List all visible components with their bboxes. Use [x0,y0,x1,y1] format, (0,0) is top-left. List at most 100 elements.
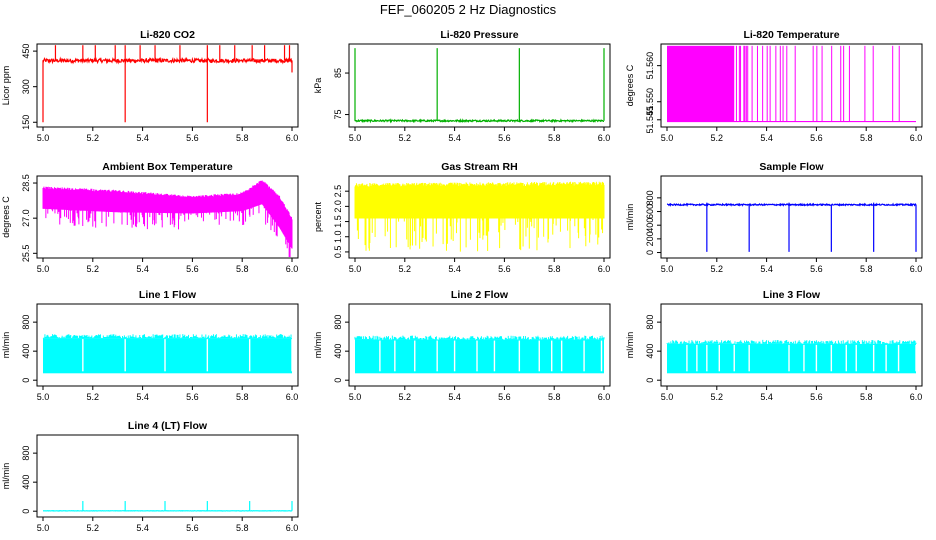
y-tick-label: 75 [333,110,343,120]
y-tick-label: 25.5 [21,245,31,263]
y-tick-label: 200 [645,231,655,246]
x-tick-label: 5.0 [349,264,362,274]
x-tick-label: 5.2 [711,264,724,274]
y-axis: 150 300 450 [21,44,37,130]
panel-title: Li-820 Temperature [743,29,839,41]
panel-title: Gas Stream RH [441,161,517,173]
x-tick-label: 5.6 [186,133,199,143]
data-series [354,335,605,374]
y-axis-label: ml/min [625,332,635,359]
x-tick-label: 5.6 [810,264,823,274]
x-tick-label: 5.4 [760,264,773,274]
x-tick-label: 5.0 [661,133,674,143]
y-axis: 0.5 1.0 1.5 2.0 2.5 [333,185,349,258]
panel-title: Line 3 Flow [763,289,821,301]
series-noise [42,334,293,339]
data-series [42,501,293,512]
y-axis-label: degrees C [625,64,635,106]
x-tick-label: 5.8 [548,264,561,274]
plot-frame [660,175,923,259]
y-tick-label: 150 [21,115,31,130]
x-tick-label: 5.8 [860,133,873,143]
panel-title: Ambient Box Temperature [102,161,233,173]
y-tick-label: 27.0 [21,209,31,227]
y-axis-label: ml/min [625,204,635,231]
y-tick-label: 0 [645,378,655,383]
x-tick-label: 5.0 [349,392,362,402]
y-tick-label: 800 [645,315,655,330]
x-tick-label: 5.8 [548,133,561,143]
y-tick-label: 800 [21,446,31,461]
x-tick-label: 5.8 [860,392,873,402]
x-axis: 5.0 5.2 5.4 5.6 5.8 6.0 [349,258,610,274]
x-tick-label: 5.2 [87,264,100,274]
series-block [43,338,292,374]
series-band [42,180,293,257]
x-tick-label: 6.0 [286,392,299,402]
y-axis-label: degrees C [1,196,11,238]
x-axis: 5.0 5.2 5.4 5.6 5.8 6.0 [661,386,923,402]
plot-frame [348,43,611,128]
data-series [666,339,917,374]
panel-title: Li-820 Pressure [440,29,518,41]
plot-frame [36,303,299,387]
x-tick-label: 5.0 [37,392,50,402]
data-series [42,45,293,123]
x-tick-label: 5.8 [548,392,561,402]
x-tick-label: 5.6 [810,133,823,143]
y-axis-label: Licor ppm [1,66,11,106]
y-tick-label: 0 [333,378,343,383]
x-tick-label: 5.4 [136,523,149,533]
y-axis-label: ml/min [1,332,11,359]
y-tick-label: 800 [21,315,31,330]
panel-6: Sample Flow ml/min 5.0 5.2 5.4 5.6 5.8 6.0 0 2004… [625,161,923,274]
series-block [667,343,916,374]
x-axis: 5.0 5.2 5.4 5.6 5.8 6.0 [661,258,923,274]
x-tick-label: 5.6 [186,523,199,533]
x-tick-label: 6.0 [910,392,923,402]
x-tick-label: 5.4 [760,392,773,402]
x-tick-label: 6.0 [598,133,611,143]
x-axis: 5.0 5.2 5.4 5.6 5.8 6.0 [349,386,610,402]
x-tick-label: 5.4 [448,264,461,274]
y-tick-label: 51.545 [645,106,655,134]
x-tick-label: 5.2 [399,392,412,402]
series-noise [666,339,917,344]
panel-9: Line 3 Flow ml/min 5.0 5.2 5.4 5.6 5.8 6.0 0 400 8… [625,289,923,402]
panel-8: Line 2 Flow ml/min 5.0 5.2 5.4 5.6 5.8 6.0 0 400 8… [313,289,611,402]
x-tick-label: 5.2 [87,133,100,143]
panels: Li-820 CO2 Licor ppm 5.0 5.2 5.4 5.6 5.8 6.0 150… [1,29,923,533]
x-tick-label: 5.6 [810,392,823,402]
y-tick-label: 1.0 [333,230,343,243]
x-axis: 5.0 5.2 5.4 5.6 5.8 6.0 [37,386,299,402]
x-tick-label: 5.6 [498,392,511,402]
x-tick-label: 6.0 [910,264,923,274]
panel-title: Sample Flow [759,161,824,173]
y-tick-label: 800 [645,190,655,205]
y-tick-label: 51.560 [645,52,655,80]
x-tick-label: 5.6 [498,264,511,274]
y-axis: 0 400 800 [21,446,37,514]
x-tick-label: 5.4 [448,133,461,143]
y-axis: 25.5 27.0 28.5 [21,174,37,262]
y-tick-label: 0 [645,250,655,255]
x-tick-label: 5.6 [186,392,199,402]
y-tick-label: 800 [333,315,343,330]
y-tick-label: 300 [21,79,31,94]
x-tick-label: 5.8 [236,523,249,533]
x-tick-label: 5.2 [399,133,412,143]
y-axis: 0 400 800 [333,315,349,383]
plot-frame [660,43,923,128]
series-line [354,118,605,124]
plot-frame [660,303,923,387]
series-noise [354,335,605,340]
x-tick-label: 5.4 [136,264,149,274]
x-axis: 5.0 5.2 5.4 5.6 5.8 6.0 [37,258,298,274]
y-axis-label: ml/min [313,332,323,359]
x-tick-label: 5.0 [37,133,50,143]
plot-frame [36,434,299,518]
